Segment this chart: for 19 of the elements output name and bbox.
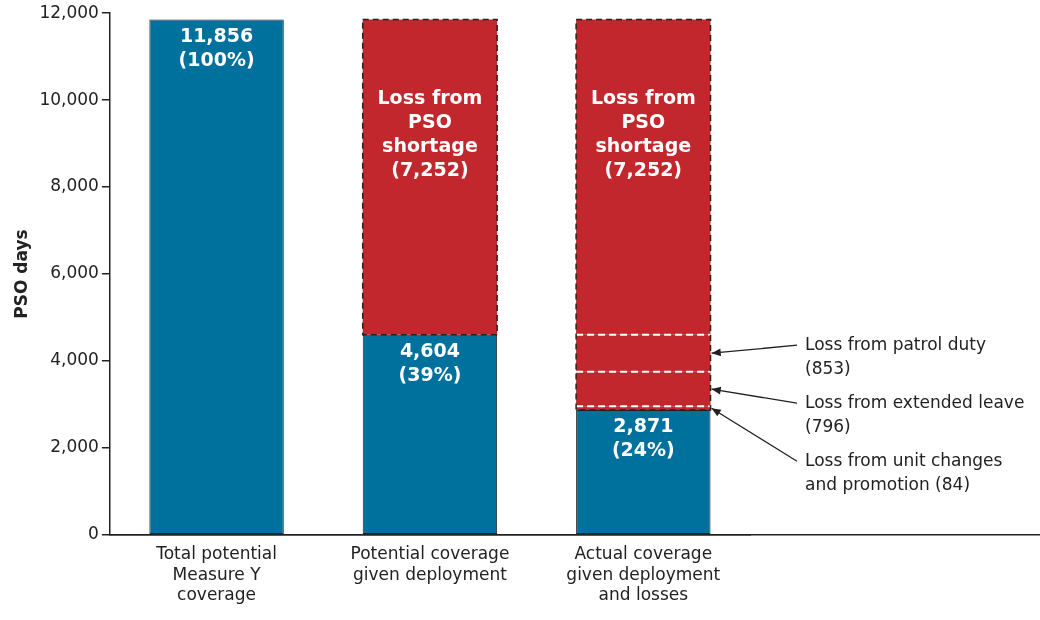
text: Loss from patrol duty (853): [805, 333, 986, 378]
x-tick-label: Total potential Measure Y coverage: [155, 543, 277, 605]
x-tick-label: Potential coverage given deployment: [350, 543, 510, 584]
x-tick-label: Actual coverage given deployment and losses: [566, 543, 721, 605]
data-label: Loss from PSO shortage (7,252): [377, 85, 483, 180]
y-axis-title: PSO days: [10, 229, 31, 319]
y-tick-label: 0: [88, 523, 99, 544]
y-tick-label: 10,000: [39, 88, 99, 109]
text: Loss from extended leave (796): [805, 391, 1025, 436]
data-label: 2,871 (24%): [611, 414, 675, 461]
data-label: 4,604 (39%): [398, 339, 462, 386]
text: Loss from unit changes and promotion (84): [805, 449, 1003, 494]
y-tick-label: 2,000: [50, 436, 99, 457]
y-tick-label: 4,000: [50, 349, 99, 370]
y-tick-label: 8,000: [50, 175, 99, 196]
y-tick-label: 12,000: [39, 1, 99, 22]
data-label: Loss from PSO shortage (7,252): [590, 85, 696, 180]
data-label: 11,856 (100%): [178, 23, 255, 70]
y-tick-label: 6,000: [50, 262, 99, 283]
